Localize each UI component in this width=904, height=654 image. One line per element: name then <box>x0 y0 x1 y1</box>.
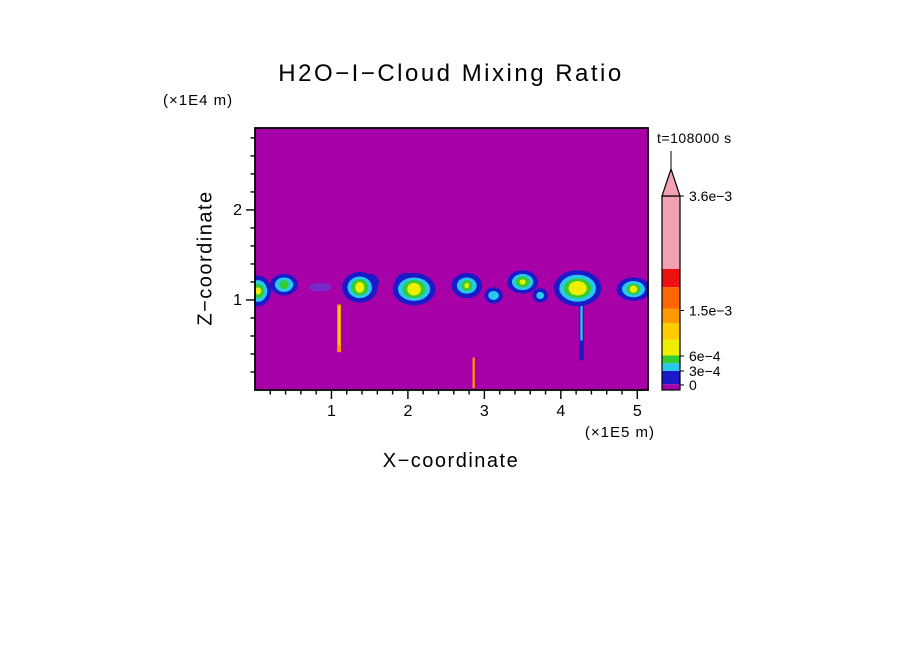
cloud-blob <box>308 282 332 292</box>
cloud-blob <box>255 287 262 295</box>
cloud-blob <box>536 291 545 300</box>
cloud-blob <box>488 290 499 300</box>
x-axis-label: X−coordinate <box>382 450 520 472</box>
colorbar-segment <box>662 308 680 324</box>
cloud-blob <box>519 279 526 285</box>
z-axis-label: Z−coordinate <box>194 190 217 326</box>
colorbar-label: 0 <box>689 377 697 393</box>
x-tick-label: 5 <box>633 403 642 420</box>
cloud-blob <box>279 280 289 290</box>
plot-title: H2O−I−Cloud Mixing Ratio <box>278 60 624 87</box>
plot-field <box>255 128 648 390</box>
cloud-blob <box>568 281 587 296</box>
x-tick-label: 4 <box>556 403 565 420</box>
colorbar-segment <box>662 384 680 390</box>
colorbar-label: 6e−4 <box>689 348 721 364</box>
colorbar-segment <box>662 363 680 371</box>
z-axis-units: (×1E4 m) <box>163 92 234 109</box>
z-tick-label: 1 <box>233 292 242 309</box>
x-tick-label: 1 <box>327 403 336 420</box>
cloud-blob <box>629 285 638 293</box>
colorbar-arrow <box>661 167 681 197</box>
fall-streak <box>338 306 340 345</box>
x-axis-units: (×1E5 m) <box>584 424 655 441</box>
x-tick-label: 3 <box>480 403 489 420</box>
colorbar-label: 3e−4 <box>689 363 721 379</box>
cloud-blob <box>407 282 421 296</box>
time-label: t=108000 s <box>657 130 732 146</box>
z-tick-label: 2 <box>233 202 242 219</box>
colorbar-segment <box>662 196 680 269</box>
colorbar-segment <box>662 355 680 364</box>
cloud-blob <box>464 282 470 289</box>
plot-frame <box>254 127 649 391</box>
colorbar-segment <box>662 370 680 385</box>
colorbar-label: 1.5e−3 <box>689 302 732 318</box>
plot-area <box>255 128 648 390</box>
cloud-blob <box>355 281 365 293</box>
colorbar-segment <box>662 268 680 288</box>
colorbar-segment <box>662 339 680 356</box>
colorbar-segment <box>662 287 680 309</box>
x-tick-label: 2 <box>403 403 412 420</box>
colorbar-segment <box>662 323 680 340</box>
fall-streak <box>580 299 583 341</box>
fall-streak <box>472 357 475 389</box>
colorbar-label: 3.6e−3 <box>689 188 732 204</box>
